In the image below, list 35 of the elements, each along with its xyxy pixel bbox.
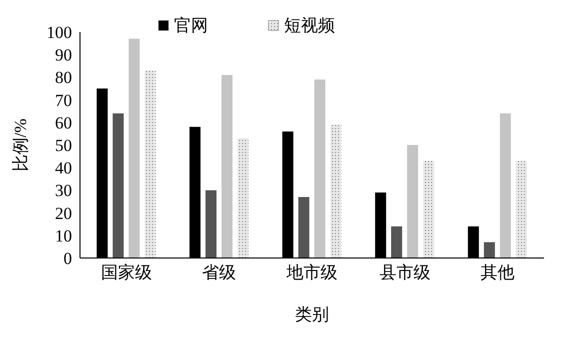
x-axis-title: 类别 xyxy=(295,305,329,324)
bar xyxy=(500,113,511,258)
bar xyxy=(423,160,434,258)
y-tick-label: 0 xyxy=(64,249,72,268)
bar xyxy=(112,113,124,258)
bar xyxy=(128,38,140,258)
y-tick-label: 20 xyxy=(55,204,72,223)
bar xyxy=(330,124,342,258)
legend-label: 官网 xyxy=(174,15,208,37)
y-tick-label: 70 xyxy=(55,90,72,110)
y-tick-label: 10 xyxy=(55,226,72,246)
y-axis-title: 比例/% xyxy=(11,118,30,172)
y-tick-label: 80 xyxy=(55,68,72,88)
bar xyxy=(206,190,217,258)
y-tick-label: 100 xyxy=(46,23,72,42)
y-tick-label: 40 xyxy=(55,158,72,178)
y-tick-label: 90 xyxy=(55,46,72,65)
bar xyxy=(314,79,326,258)
x-tick-label: 其他 xyxy=(480,263,515,282)
bar xyxy=(407,145,418,258)
bar xyxy=(516,160,527,258)
x-tick-label: 县市级 xyxy=(379,263,430,282)
bar xyxy=(238,138,249,258)
x-tick-label: 地市级 xyxy=(286,263,338,282)
bar xyxy=(391,226,402,258)
bar xyxy=(222,74,233,258)
bar xyxy=(144,70,156,258)
y-tick-label: 60 xyxy=(55,113,72,132)
bar xyxy=(298,196,310,258)
bar xyxy=(484,242,495,258)
x-tick-label: 省级 xyxy=(202,263,236,282)
legend-label: 短视频 xyxy=(284,15,335,37)
y-tick-label: 50 xyxy=(55,136,72,156)
y-tick-label: 30 xyxy=(55,181,72,200)
x-tick-label: 国家级 xyxy=(100,263,152,282)
